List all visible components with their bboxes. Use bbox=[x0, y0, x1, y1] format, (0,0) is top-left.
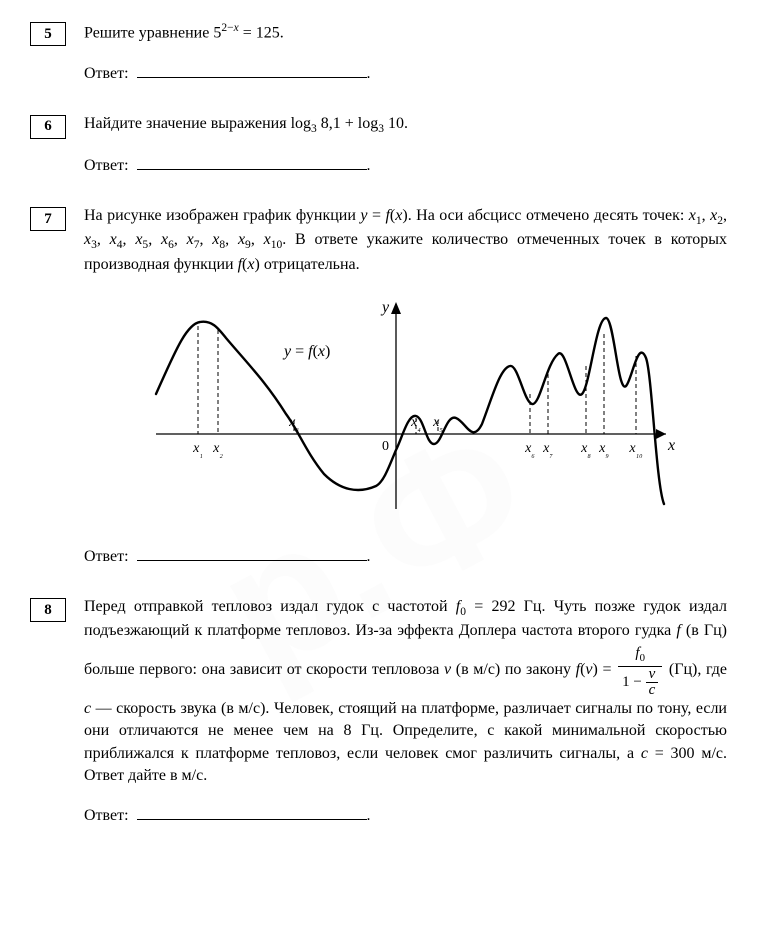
problem-7: 7 На рисунке изображен график функции y … bbox=[30, 205, 727, 572]
answer-label: Ответ: bbox=[84, 548, 129, 565]
answer-blank[interactable] bbox=[137, 155, 367, 170]
svg-text:x₉: x₉ bbox=[598, 441, 609, 459]
svg-text:x₆: x₆ bbox=[524, 441, 535, 459]
function-chart-wrap: yx0y = f(x)x₁x₂x₃x₄x₅x₆x₇x₈x₉x₁₀ bbox=[84, 294, 727, 524]
answer-label: Ответ: bbox=[84, 65, 129, 82]
svg-text:y: y bbox=[380, 299, 390, 316]
answer-blank[interactable] bbox=[137, 546, 367, 561]
problem-number: 6 bbox=[30, 115, 66, 139]
problem-number: 7 bbox=[30, 207, 66, 231]
problems-container: 5 Решите уравнение 52−x = 125. Ответ: . … bbox=[30, 20, 727, 831]
function-chart: yx0y = f(x)x₁x₂x₃x₄x₅x₆x₇x₈x₉x₁₀ bbox=[126, 294, 686, 524]
answer-line: Ответ: . bbox=[84, 805, 727, 825]
problem-body: Перед отправкой тепловоз издал гудок с ч… bbox=[84, 596, 727, 831]
problem-prompt: Решите уравнение 52−x = 125. bbox=[84, 20, 727, 45]
answer-line: Ответ: . bbox=[84, 546, 727, 566]
problem-number: 8 bbox=[30, 598, 66, 622]
answer-line: Ответ: . bbox=[84, 155, 727, 175]
svg-text:0: 0 bbox=[382, 439, 389, 454]
problem-prompt: Найдите значение выражения log3 8,1 + lo… bbox=[84, 113, 727, 137]
problem-5: 5 Решите уравнение 52−x = 125. Ответ: . bbox=[30, 20, 727, 89]
problem-number: 5 bbox=[30, 22, 66, 46]
problem-6: 6 Найдите значение выражения log3 8,1 + … bbox=[30, 113, 727, 181]
problem-body: На рисунке изображен график функции y = … bbox=[84, 205, 727, 572]
svg-text:x: x bbox=[667, 437, 675, 454]
problem-prompt: Перед отправкой тепловоз издал гудок с ч… bbox=[84, 596, 727, 787]
svg-text:y = f(x): y = f(x) bbox=[282, 343, 330, 360]
answer-line: Ответ: . bbox=[84, 63, 727, 83]
svg-text:x₈: x₈ bbox=[580, 441, 591, 459]
problem-prompt: На рисунке изображен график функции y = … bbox=[84, 205, 727, 276]
svg-text:x₁: x₁ bbox=[192, 441, 203, 459]
svg-text:x₁₀: x₁₀ bbox=[628, 441, 643, 459]
problem-8: 8 Перед отправкой тепловоз издал гудок с… bbox=[30, 596, 727, 831]
problem-body: Решите уравнение 52−x = 125. Ответ: . bbox=[84, 20, 727, 89]
problem-body: Найдите значение выражения log3 8,1 + lo… bbox=[84, 113, 727, 181]
svg-text:x₇: x₇ bbox=[542, 441, 553, 459]
svg-text:x₂: x₂ bbox=[212, 441, 223, 459]
answer-blank[interactable] bbox=[137, 805, 367, 820]
answer-blank[interactable] bbox=[137, 63, 367, 78]
answer-label: Ответ: bbox=[84, 157, 129, 174]
answer-label: Ответ: bbox=[84, 807, 129, 824]
